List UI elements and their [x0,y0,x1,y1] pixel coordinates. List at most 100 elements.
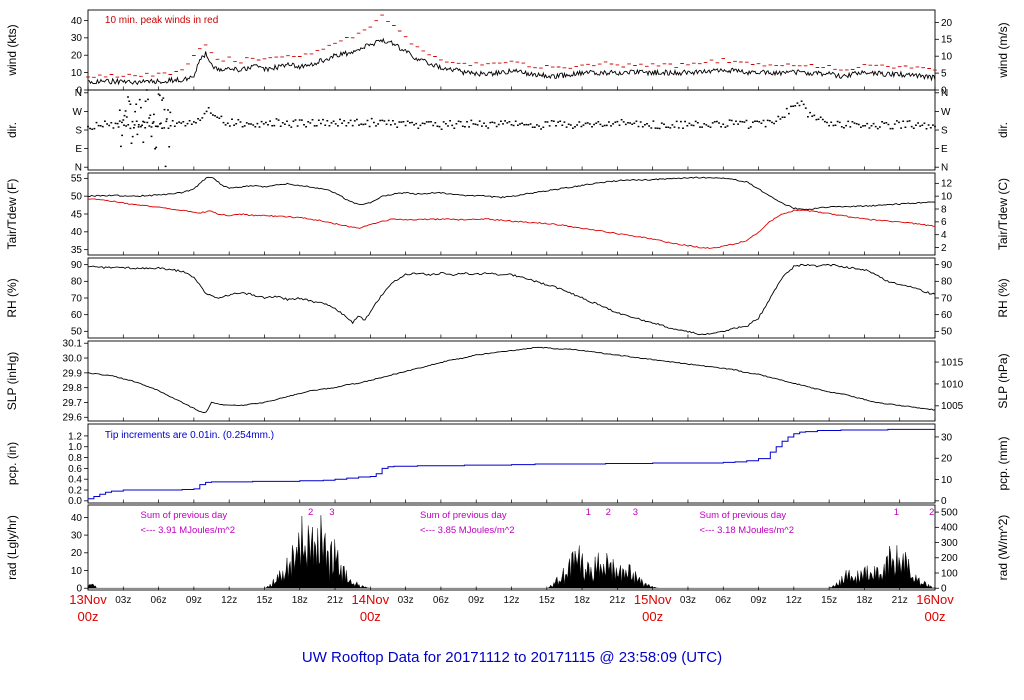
day-label-date: 13Nov [69,592,107,607]
hour-label: 15z [821,595,838,606]
rh-right-tick-label: 70 [941,293,953,304]
series-tdew [87,198,935,249]
wind-left-tick-label: 0 [76,85,82,96]
day-label-date: 14Nov [351,592,390,607]
rad-right-tick-label: 300 [941,538,958,549]
hour-label: 21z [609,595,626,606]
rad-annotation: <--- 3.91 MJoules/m^2 [141,525,235,536]
temp-right-tick-label: 2 [941,243,947,254]
rad-left-axis-title: rad (Lgly/hr) [5,515,19,580]
slp-left-tick-label: 29.8 [63,383,83,394]
rad-annotation: Sum of previous day [700,510,787,521]
rh-left-tick-label: 70 [71,293,83,304]
rad-left-tick-label: 0 [76,584,82,592]
rh-left-axis-title: RH (%) [5,278,19,317]
dir-left-tick-label: S [75,125,82,136]
rad-left-tick-label: 20 [71,548,83,559]
rh-left-tick-label: 90 [71,260,83,271]
rh-left-tick-label: 80 [71,277,83,288]
day-label: 15Nov 00z [634,592,672,626]
temp-right-tick-label: 4 [941,230,947,241]
hour-label: 06z [150,595,167,606]
series-rh [87,263,936,336]
slp-left-axis-title: SLP (inHg) [5,352,19,410]
slp-left-tick-label: 30.0 [63,353,83,364]
temp-right-tick-label: 6 [941,217,947,228]
rad-annotation: Sum of previous day [420,510,507,521]
pcp-left-tick-label: 1.0 [68,442,82,453]
day-label-date: 16Nov [916,592,954,607]
dir-right-axis-title: dir. [996,122,1010,138]
temp-left-axis-title: Tair/Tdew (F) [5,179,19,250]
day-label-hour: 00z [359,608,381,624]
slp-left-tick-label: 29.6 [63,413,83,424]
temp-right-tick-label: 8 [941,204,947,215]
wind-left-tick-label: 40 [71,16,83,27]
slp-right-tick-label: 1015 [941,357,964,368]
wind-left-tick-label: 20 [71,51,83,62]
dir-left-tick-label: N [75,163,82,174]
hour-label: 12z [221,595,238,606]
wind-right-tick-label: 15 [941,35,953,46]
pcp-left-tick-label: 0.2 [68,485,82,496]
day-label: 16Nov 00z [916,592,954,626]
day-label: 14Nov 00z [352,592,390,626]
hour-label: 21z [326,595,344,606]
wind-left-tick-label: 30 [71,33,83,44]
hour-label: 12z [503,595,520,606]
x-axis-labels: 03z 03z 03z 06z 06z 06z 09z 09z 09z 12z 12z 12z 15z 1… [0,590,1024,638]
wind-right-tick-label: 10 [941,52,953,63]
panel-wind: 0 10 20 30 40 0 5 10 15 20 wind (kts) wind (m/s) 10 … [5,9,1010,96]
pcp-left-tick-label: 0.4 [68,475,82,486]
wind-right-tick-label: 20 [941,18,953,29]
temp-frame [87,172,936,256]
panel-pcp: 0.00.20.40.60.81.01.2 0 10 20 30 pcp. (in) pcp… [5,423,1010,507]
wind-right-axis-title: wind (m/s) [996,22,1010,78]
series-wind-direction [87,100,936,131]
wind-right-tick-label: 5 [941,68,947,79]
hour-label: 06z [715,595,732,606]
day-label: 13Nov 00z [69,592,107,626]
hour-label: 18z [291,595,308,606]
rad-annotation: Sum of previous day [141,510,228,521]
rad-right-tick-label: 500 [941,507,958,518]
rh-right-tick-label: 60 [941,310,953,321]
pcp-right-tick-label: 0 [941,496,947,507]
rad-annotation: 2 [929,507,934,518]
slp-right-tick-label: 1010 [941,379,964,390]
rad-left-tick-label: 10 [71,566,83,577]
slp-right-axis-title: SLP (hPa) [996,353,1010,408]
dir-frame [87,89,936,171]
rad-annotation: 2 [606,507,611,518]
day-label-hour: 00z [642,608,664,624]
series-solar-radiation [87,515,936,589]
rh-left-tick-label: 60 [71,310,83,321]
temp-left-tick-label: 40 [71,227,83,238]
temp-right-axis-title: Tair/Tdew (C) [996,178,1010,250]
temp-left-tick-label: 45 [71,209,83,220]
rad-annotation: 1 [894,507,899,518]
hour-label: 18z [574,595,591,606]
hour-label: 09z [468,595,485,606]
hour-label: 15z [538,595,555,606]
slp-right-tick-label: 1005 [941,401,964,412]
dir-right-tick-label: N [941,163,948,174]
dir-right-tick-label: W [941,107,951,118]
rh-left-tick-label: 50 [71,327,83,338]
wind-annotation: 10 min. peak winds in red [105,15,218,26]
rh-right-axis-title: RH (%) [996,278,1010,317]
temp-left-tick-label: 50 [71,192,83,203]
temp-right-tick-label: 12 [941,179,953,190]
chart-title: UW Rooftop Data for 20171112 to 20171115… [301,649,723,666]
hour-label: 09z [185,595,202,606]
hour-label: 12z [785,595,802,606]
rad-right-tick-label: 400 [941,523,958,534]
temp-left-tick-label: 35 [71,245,83,256]
rh-right-tick-label: 80 [941,277,953,288]
dir-left-tick-label: W [73,107,83,118]
rad-annotation: 1 [586,507,591,518]
